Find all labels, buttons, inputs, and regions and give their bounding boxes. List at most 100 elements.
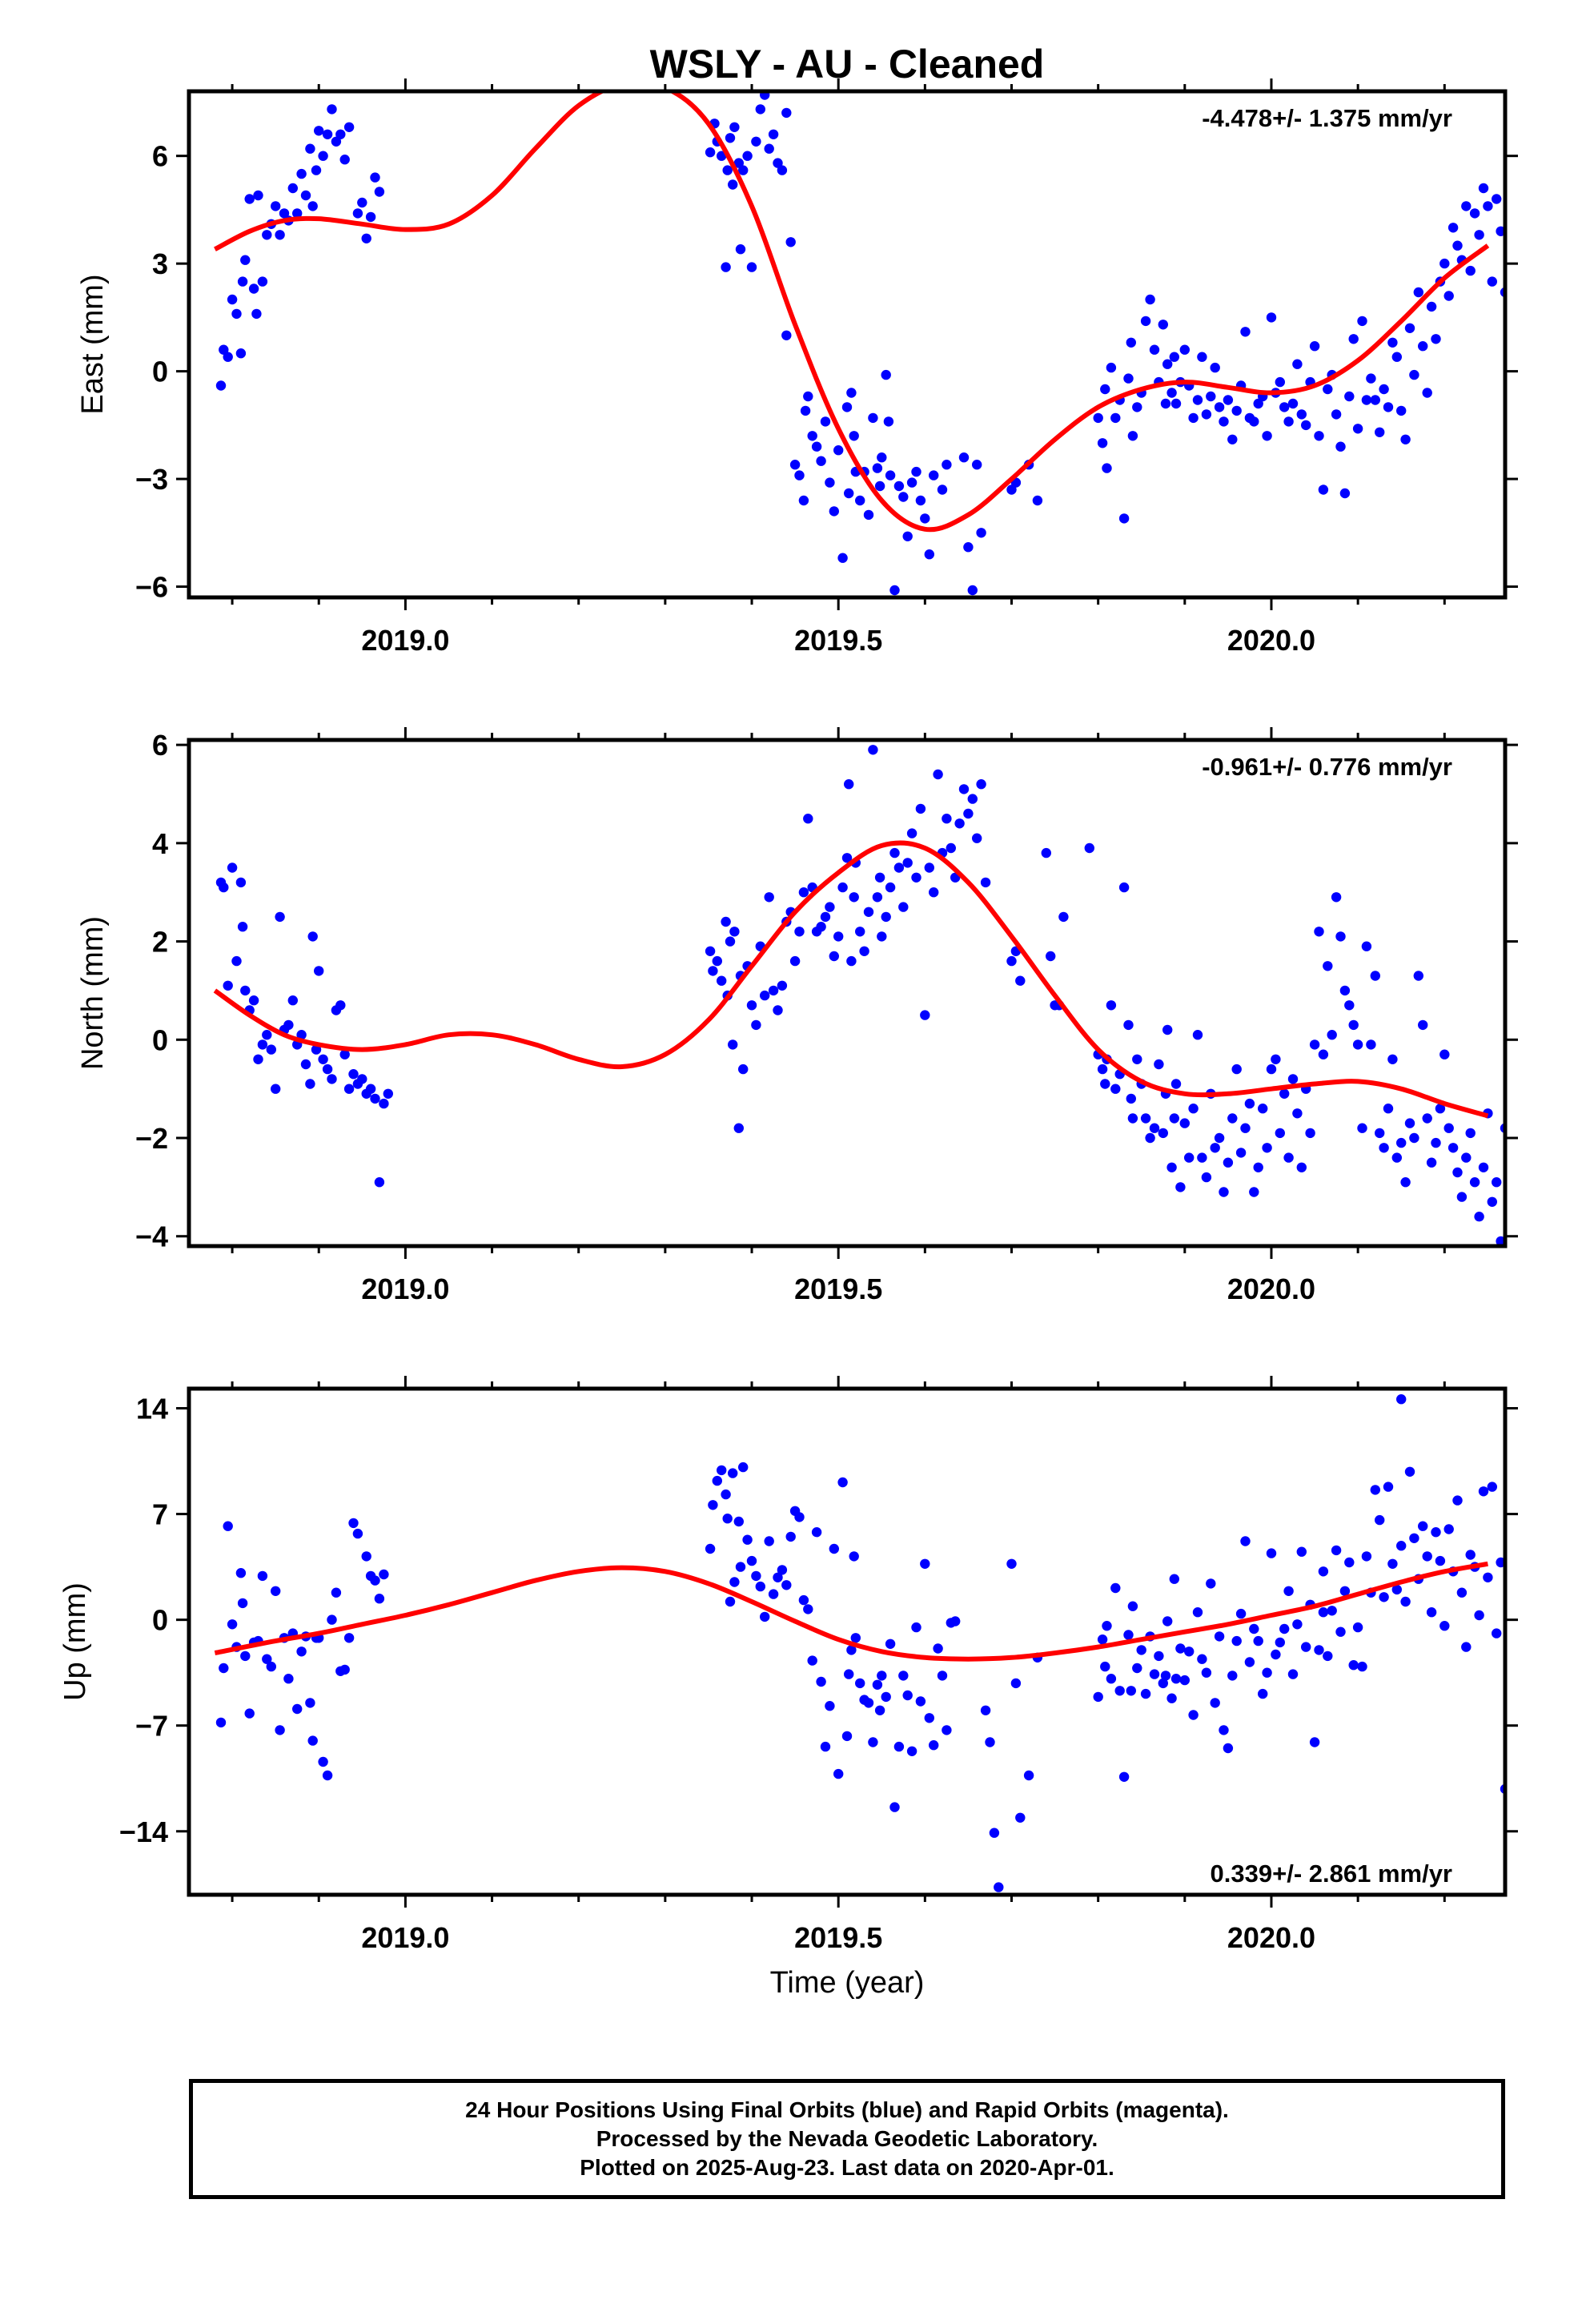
data-point	[942, 460, 952, 470]
data-point	[721, 916, 731, 927]
data-point	[898, 492, 909, 502]
data-point	[902, 1690, 913, 1701]
data-point	[881, 911, 891, 923]
data-point	[742, 151, 753, 161]
data-point	[798, 887, 809, 898]
data-point	[296, 1030, 307, 1040]
data-point	[1275, 376, 1286, 388]
data-point	[1169, 352, 1180, 362]
data-point	[1375, 1514, 1385, 1526]
data-point	[1318, 485, 1329, 495]
data-point	[746, 1555, 757, 1566]
data-point	[1387, 1054, 1398, 1065]
data-point	[1149, 1669, 1160, 1679]
data-point	[877, 452, 887, 463]
data-point	[237, 276, 248, 287]
data-point	[1309, 341, 1320, 352]
data-point	[1335, 1626, 1346, 1637]
data-point	[1492, 194, 1502, 204]
data-point	[1127, 1601, 1138, 1611]
data-point	[1305, 1128, 1315, 1139]
data-point	[215, 380, 227, 391]
data-point	[240, 1651, 251, 1662]
data-point	[929, 1740, 939, 1751]
data-point	[227, 294, 238, 305]
rate-annotation: 0.339+/- 2.861 mm/yr	[1211, 1860, 1452, 1888]
data-point	[231, 308, 242, 320]
data-point	[1097, 1063, 1108, 1075]
data-point	[1219, 1725, 1229, 1735]
data-point	[976, 779, 986, 790]
data-point	[1318, 1566, 1329, 1577]
data-point	[305, 1698, 315, 1708]
data-point	[1140, 1113, 1151, 1124]
data-point	[365, 1084, 376, 1094]
data-point	[1219, 416, 1229, 427]
data-point	[1166, 388, 1177, 398]
data-point	[1140, 316, 1151, 327]
data-point	[1253, 1635, 1263, 1647]
data-point	[794, 1512, 805, 1522]
data-point	[733, 1123, 744, 1133]
data-point	[755, 104, 765, 115]
data-point	[1400, 1177, 1411, 1188]
data-point	[348, 1518, 359, 1529]
data-point	[307, 1735, 318, 1746]
data-point	[271, 1586, 281, 1597]
plot-frame	[187, 738, 1508, 1248]
data-point	[219, 1663, 229, 1674]
data-point	[849, 1551, 859, 1562]
data-point	[1249, 1187, 1259, 1197]
data-point	[1357, 1661, 1367, 1672]
panel-north: 2019.0 2019.5 2020.0 −4 −2 0 2 4 6 North (mm) -0.9…	[76, 727, 1518, 1305]
data-point	[1271, 1649, 1281, 1660]
data-point	[972, 460, 982, 470]
data-point	[1188, 1104, 1199, 1114]
footer-caption-box: 24 Hour Positions Using Final Orbits (bl…	[189, 2079, 1505, 2199]
data-point	[1487, 276, 1498, 287]
data-point	[820, 416, 831, 427]
data-point	[1483, 201, 1493, 211]
data-point	[872, 463, 883, 473]
data-point	[1418, 341, 1428, 352]
data-point	[1366, 373, 1376, 384]
data-point	[1339, 488, 1351, 499]
data-point	[1400, 1596, 1411, 1607]
data-point	[924, 862, 935, 873]
data-point	[1231, 1063, 1242, 1075]
data-point	[829, 506, 840, 517]
data-point	[1327, 1606, 1337, 1616]
y-tick-label: 6	[152, 729, 168, 762]
data-point	[318, 1756, 328, 1767]
data-point	[1170, 398, 1182, 409]
data-point	[837, 882, 848, 893]
data-point	[722, 1514, 733, 1524]
data-point	[292, 1703, 303, 1715]
data-point	[825, 477, 835, 488]
data-point	[305, 143, 315, 154]
data-point	[924, 1713, 935, 1723]
data-point	[980, 1705, 991, 1715]
data-point	[1100, 1079, 1110, 1089]
x-tick-label: 2019.0	[361, 624, 449, 657]
data-point	[1010, 1678, 1022, 1689]
data-point	[1391, 1152, 1403, 1163]
data-point	[781, 1580, 792, 1590]
data-point	[352, 208, 363, 219]
data-point	[370, 172, 380, 183]
data-point	[1197, 352, 1207, 362]
x-tick-label: 2019.5	[794, 624, 882, 657]
data-point	[863, 509, 874, 521]
data-point	[1439, 1049, 1450, 1059]
data-point	[1443, 1524, 1454, 1534]
data-point	[1292, 359, 1303, 369]
data-point	[833, 445, 844, 456]
data-point	[1166, 1693, 1177, 1703]
data-point	[1006, 955, 1017, 967]
data-point	[773, 158, 783, 168]
data-point	[1227, 1671, 1238, 1681]
data-point	[1046, 951, 1056, 962]
rate-annotation: -4.478+/- 1.375 mm/yr	[1202, 104, 1452, 132]
data-point	[881, 369, 891, 380]
data-point	[1188, 412, 1199, 424]
